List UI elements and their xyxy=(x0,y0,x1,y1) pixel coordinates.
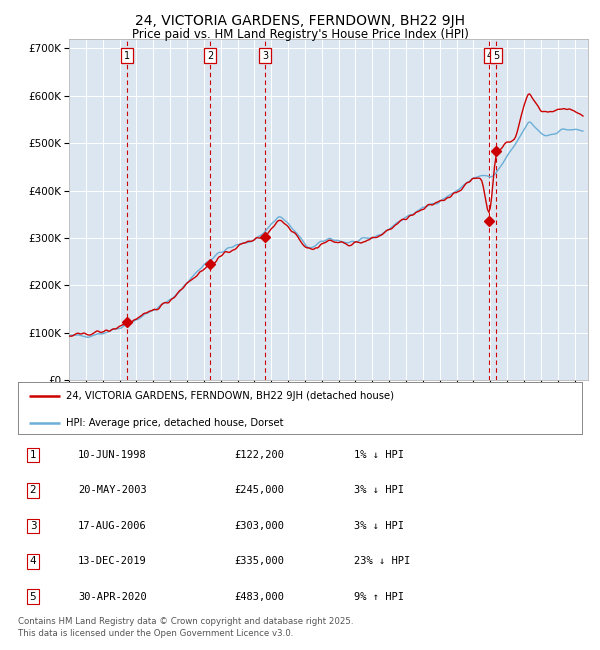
Text: Price paid vs. HM Land Registry's House Price Index (HPI): Price paid vs. HM Land Registry's House … xyxy=(131,28,469,41)
Text: 3% ↓ HPI: 3% ↓ HPI xyxy=(354,521,404,531)
Text: 2: 2 xyxy=(29,486,37,495)
Text: 4: 4 xyxy=(29,556,37,566)
Text: 5: 5 xyxy=(29,592,37,601)
Text: 10-JUN-1998: 10-JUN-1998 xyxy=(78,450,147,460)
Text: 1: 1 xyxy=(29,450,37,460)
Text: 30-APR-2020: 30-APR-2020 xyxy=(78,592,147,601)
Text: £122,200: £122,200 xyxy=(234,450,284,460)
Text: £483,000: £483,000 xyxy=(234,592,284,601)
Text: 17-AUG-2006: 17-AUG-2006 xyxy=(78,521,147,531)
Text: Contains HM Land Registry data © Crown copyright and database right 2025.
This d: Contains HM Land Registry data © Crown c… xyxy=(18,618,353,638)
Text: 13-DEC-2019: 13-DEC-2019 xyxy=(78,556,147,566)
Text: £245,000: £245,000 xyxy=(234,486,284,495)
Text: 2: 2 xyxy=(207,51,214,60)
Text: 3: 3 xyxy=(262,51,268,60)
Text: 3: 3 xyxy=(29,521,37,531)
Text: £303,000: £303,000 xyxy=(234,521,284,531)
Text: 1% ↓ HPI: 1% ↓ HPI xyxy=(354,450,404,460)
Text: 24, VICTORIA GARDENS, FERNDOWN, BH22 9JH (detached house): 24, VICTORIA GARDENS, FERNDOWN, BH22 9JH… xyxy=(66,391,394,401)
Text: 1: 1 xyxy=(124,51,130,60)
Text: 4: 4 xyxy=(487,51,493,60)
Text: 23% ↓ HPI: 23% ↓ HPI xyxy=(354,556,410,566)
Text: £335,000: £335,000 xyxy=(234,556,284,566)
Text: 5: 5 xyxy=(493,51,499,60)
Text: 20-MAY-2003: 20-MAY-2003 xyxy=(78,486,147,495)
Text: 3% ↓ HPI: 3% ↓ HPI xyxy=(354,486,404,495)
Text: HPI: Average price, detached house, Dorset: HPI: Average price, detached house, Dors… xyxy=(66,418,283,428)
Text: 24, VICTORIA GARDENS, FERNDOWN, BH22 9JH: 24, VICTORIA GARDENS, FERNDOWN, BH22 9JH xyxy=(135,14,465,29)
Text: 9% ↑ HPI: 9% ↑ HPI xyxy=(354,592,404,601)
